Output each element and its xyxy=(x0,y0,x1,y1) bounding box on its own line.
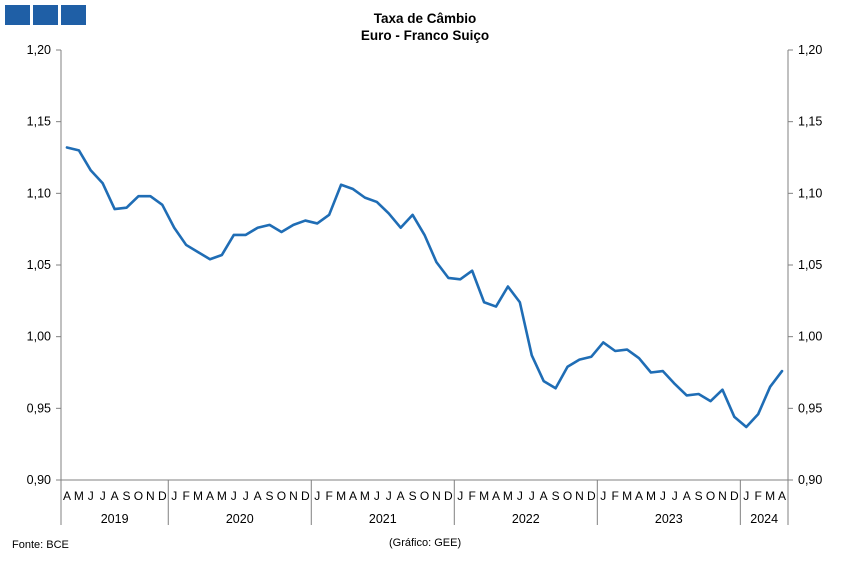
logo-square xyxy=(5,5,30,25)
x-tick-label-month: S xyxy=(409,489,417,503)
y-tick-label-left: 0,95 xyxy=(27,401,51,415)
x-tick-label-month: J xyxy=(600,489,606,503)
x-tick-label-month: N xyxy=(718,489,727,503)
chart-title-line-1: Taxa de Câmbio xyxy=(373,11,477,26)
x-tick-label-month: D xyxy=(730,489,739,503)
x-tick-label-month: J xyxy=(660,489,666,503)
x-tick-label-month: M xyxy=(193,489,203,503)
logo-square xyxy=(33,5,58,25)
y-tick-label-right: 1,00 xyxy=(798,330,822,344)
x-tick-label-month: A xyxy=(778,489,786,503)
x-tick-label-month: A xyxy=(635,489,643,503)
axes: 0,90 0,90 0,95 0,95 1,00 1,00 1,05 1,05 1,10 1,10… xyxy=(27,43,823,526)
x-tick-label-month: F xyxy=(182,489,189,503)
y-tick-label-left: 1,05 xyxy=(27,258,51,272)
x-tick-label-year: 2020 xyxy=(226,512,254,526)
x-tick-label-month: A xyxy=(492,489,500,503)
x-tick-label-month: J xyxy=(672,489,678,503)
logo xyxy=(5,5,86,25)
y-tick-label-right: 1,10 xyxy=(798,186,822,200)
x-tick-label-month: S xyxy=(552,489,560,503)
y-tick-label-right: 1,20 xyxy=(798,43,822,57)
x-tick-label-month: J xyxy=(517,489,523,503)
y-tick-label-left: 0,90 xyxy=(27,473,51,487)
x-tick-label-month: S xyxy=(266,489,274,503)
x-tick-label-year: 2023 xyxy=(655,512,683,526)
x-tick-label-month: D xyxy=(444,489,453,503)
chart-title: Taxa de Câmbio Euro - Franco Suiço xyxy=(0,10,850,44)
x-tick-label-month: M xyxy=(360,489,370,503)
x-tick-label-month: O xyxy=(277,489,286,503)
y-tick-label-left: 1,10 xyxy=(27,186,51,200)
x-tick-label-month: A xyxy=(349,489,357,503)
x-tick-label-month: N xyxy=(146,489,155,503)
x-tick-label-year: 2019 xyxy=(101,512,129,526)
x-tick-label-month: O xyxy=(706,489,715,503)
y-tick-label-right: 1,15 xyxy=(798,115,822,129)
x-tick-label-month: J xyxy=(374,489,380,503)
x-tick-label-month: J xyxy=(243,489,249,503)
x-tick-label-month: J xyxy=(743,489,749,503)
x-tick-label-month: F xyxy=(325,489,332,503)
x-tick-label-month: M xyxy=(217,489,227,503)
x-tick-label-month: J xyxy=(529,489,535,503)
x-tick-label-month: F xyxy=(469,489,476,503)
x-tick-label-year: 2022 xyxy=(512,512,540,526)
x-tick-label-month: J xyxy=(314,489,320,503)
x-tick-label-month: D xyxy=(301,489,310,503)
x-tick-label-month: D xyxy=(587,489,596,503)
x-tick-label-month: J xyxy=(457,489,463,503)
x-tick-label-month: N xyxy=(432,489,441,503)
x-tick-label-month: N xyxy=(289,489,298,503)
x-tick-label-month: M xyxy=(765,489,775,503)
y-tick-label-left: 1,20 xyxy=(27,43,51,57)
x-tick-label-month: A xyxy=(63,489,71,503)
x-tick-label-month: J xyxy=(100,489,106,503)
x-tick-label-month: O xyxy=(134,489,143,503)
y-tick-label-right: 0,95 xyxy=(798,401,822,415)
x-tick-label-month: S xyxy=(123,489,131,503)
x-tick-label-month: A xyxy=(254,489,262,503)
x-tick-label-year: 2021 xyxy=(369,512,397,526)
x-tick-label-month: M xyxy=(646,489,656,503)
x-tick-label-month: S xyxy=(695,489,703,503)
chart-marks xyxy=(65,146,784,429)
x-tick-label-month: A xyxy=(683,489,691,503)
x-tick-label-month: A xyxy=(206,489,214,503)
x-tick-label-year: 2024 xyxy=(750,512,778,526)
y-tick-label-left: 1,00 xyxy=(27,330,51,344)
x-tick-label-month: M xyxy=(503,489,513,503)
x-tick-label-month: O xyxy=(420,489,429,503)
source-note: Fonte: BCE xyxy=(12,539,69,551)
x-tick-label-month: J xyxy=(88,489,94,503)
y-tick-label-right: 0,90 xyxy=(798,473,822,487)
x-tick-label-month: F xyxy=(612,489,619,503)
x-tick-label-month: N xyxy=(575,489,584,503)
y-tick-label-right: 1,05 xyxy=(798,258,822,272)
chart-credit: (Gráfico: GEE) xyxy=(389,537,462,549)
x-tick-label-month: F xyxy=(755,489,762,503)
x-tick-label-month: M xyxy=(336,489,346,503)
x-tick-label-month: J xyxy=(386,489,392,503)
logo-square xyxy=(61,5,86,25)
x-tick-label-month: A xyxy=(111,489,119,503)
x-tick-label-month: A xyxy=(397,489,405,503)
series-line xyxy=(65,146,784,429)
chart-title-line-2: Euro - Franco Suiço xyxy=(360,28,490,43)
x-tick-label-month: M xyxy=(622,489,632,503)
x-tick-label-month: O xyxy=(563,489,572,503)
x-tick-label-month: M xyxy=(74,489,84,503)
x-tick-label-month: J xyxy=(171,489,177,503)
x-tick-label-month: A xyxy=(540,489,548,503)
x-tick-label-month: M xyxy=(479,489,489,503)
x-tick-label-month: J xyxy=(231,489,237,503)
x-tick-label-month: D xyxy=(158,489,167,503)
y-tick-label-left: 1,15 xyxy=(27,115,51,129)
